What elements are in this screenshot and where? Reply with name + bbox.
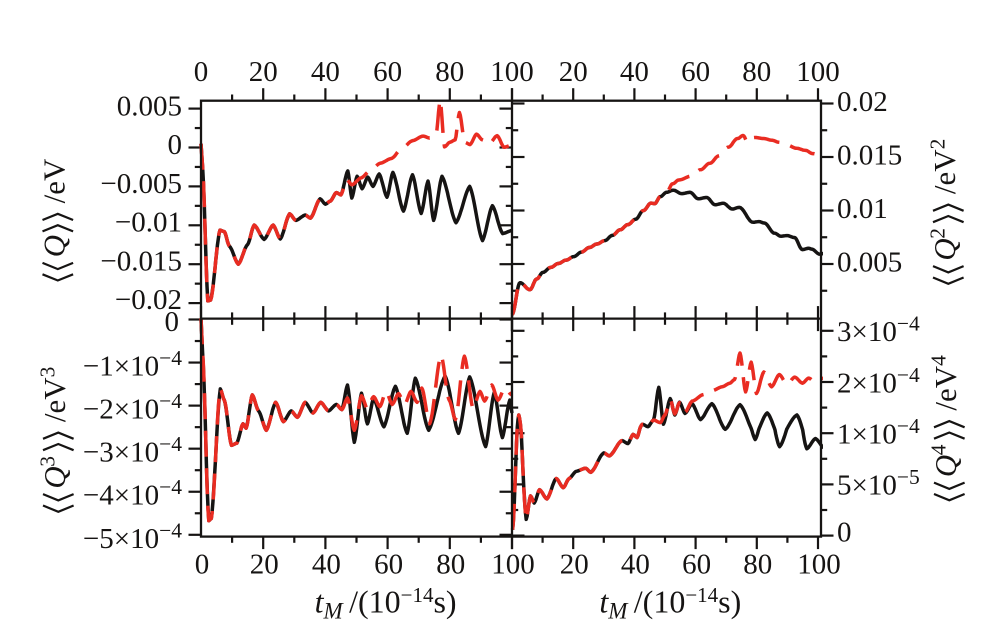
svg-text:20: 20 (560, 549, 589, 581)
svg-text:/eV: /eV (37, 158, 72, 203)
svg-text:3: 3 (36, 456, 60, 467)
svg-text:0.005: 0.005 (837, 246, 902, 278)
svg-text:/eV: /eV (928, 365, 963, 410)
svg-text:−0.01: −0.01 (115, 207, 182, 239)
svg-text:20: 20 (249, 56, 278, 88)
svg-text:100: 100 (491, 549, 535, 581)
svg-text:60: 60 (681, 56, 710, 88)
svg-text:60: 60 (682, 549, 711, 581)
svg-text:80: 80 (742, 56, 771, 88)
svg-text:Q: Q (37, 235, 72, 257)
svg-text:0: 0 (195, 549, 210, 581)
svg-text:0.01: 0.01 (837, 193, 888, 225)
svg-text:80: 80 (436, 549, 465, 581)
svg-text:Q: Q (37, 466, 72, 488)
svg-text:−0.02: −0.02 (115, 284, 182, 316)
svg-text:0: 0 (837, 517, 852, 549)
svg-text:2: 2 (926, 228, 950, 239)
svg-text:4: 4 (927, 355, 951, 366)
svg-text:100: 100 (490, 56, 534, 88)
svg-text:80: 80 (743, 549, 772, 581)
svg-text:tM /(10−14s): tM /(10−14s) (315, 583, 457, 624)
svg-text:40: 40 (311, 56, 340, 88)
svg-text:60: 60 (374, 549, 403, 581)
svg-text:tM /(10−14s): tM /(10−14s) (599, 583, 741, 624)
svg-text:0: 0 (194, 56, 209, 88)
svg-text:Q: Q (927, 238, 962, 260)
svg-text:−0.005: −0.005 (100, 168, 182, 200)
svg-text:/eV: /eV (37, 377, 72, 422)
svg-text:40: 40 (621, 549, 650, 581)
svg-text:40: 40 (312, 549, 341, 581)
svg-text:0: 0 (165, 306, 180, 338)
svg-text:3: 3 (36, 367, 60, 378)
svg-text:100: 100 (796, 56, 840, 88)
svg-text:4: 4 (927, 444, 951, 455)
svg-text:20: 20 (250, 549, 279, 581)
svg-text:Q: Q (928, 455, 963, 477)
svg-text:0.005: 0.005 (117, 91, 182, 123)
svg-text:100: 100 (797, 549, 841, 581)
svg-text:−0.015: −0.015 (100, 245, 182, 277)
svg-text:/eV: /eV (927, 149, 962, 194)
svg-text:60: 60 (373, 56, 402, 88)
svg-text:0: 0 (168, 129, 183, 161)
svg-text:0.015: 0.015 (837, 139, 902, 171)
svg-text:−3×10−4: −3×10−4 (83, 432, 182, 469)
svg-text:80: 80 (435, 56, 464, 88)
svg-text:40: 40 (620, 56, 649, 88)
svg-text:20: 20 (559, 56, 588, 88)
svg-text:2: 2 (926, 139, 950, 150)
svg-text:0.02: 0.02 (837, 86, 888, 118)
